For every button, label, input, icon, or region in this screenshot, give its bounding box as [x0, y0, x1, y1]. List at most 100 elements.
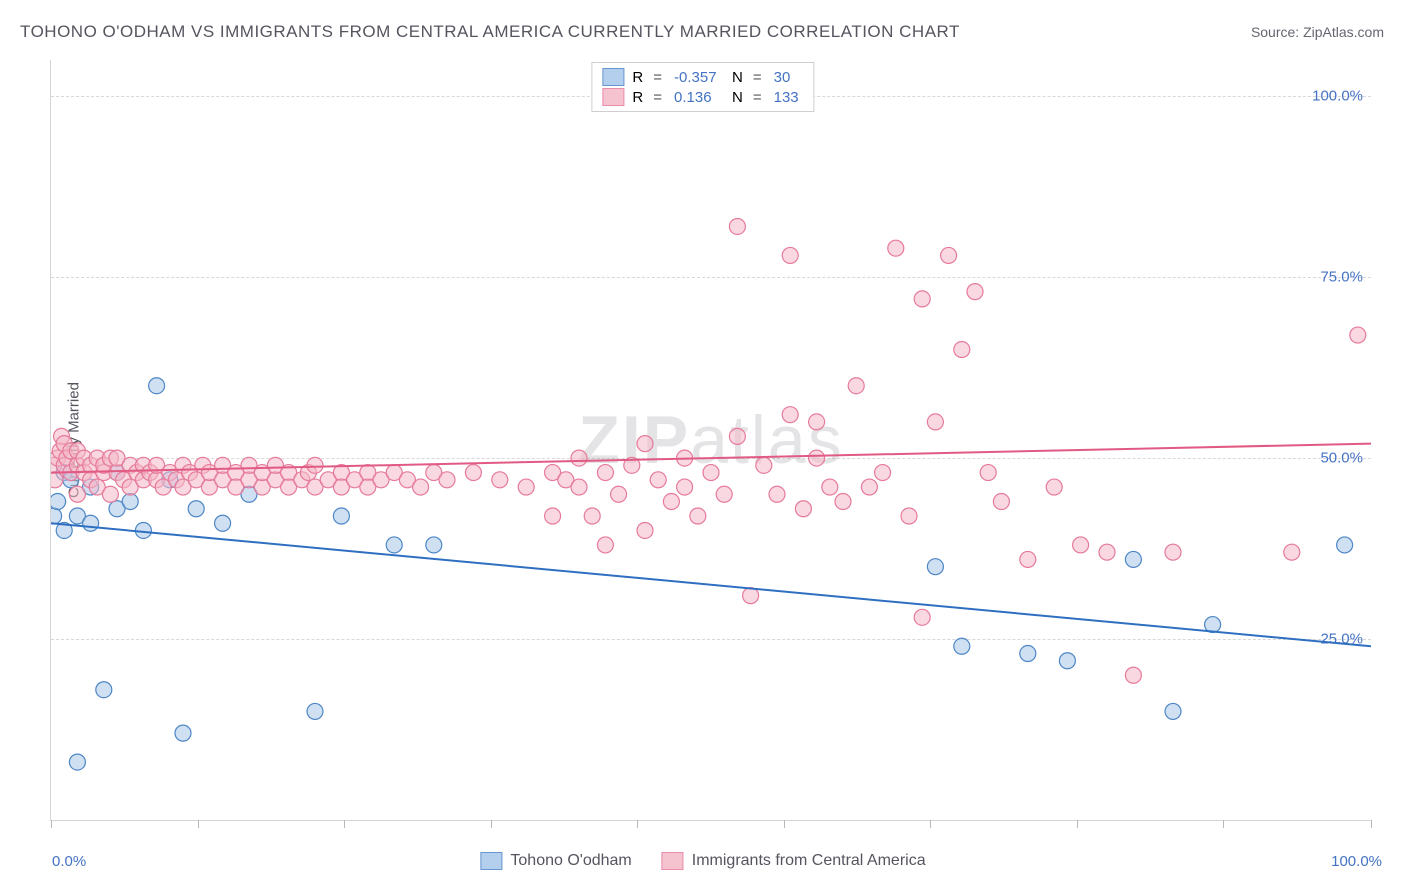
xtick-mark: [198, 820, 199, 828]
data-point-immigrants: [967, 284, 983, 300]
data-point-tohono: [215, 515, 231, 531]
data-point-tohono: [1059, 653, 1075, 669]
data-point-immigrants: [809, 450, 825, 466]
chart-title: TOHONO O'ODHAM VS IMMIGRANTS FROM CENTRA…: [20, 22, 960, 42]
data-point-immigrants: [782, 407, 798, 423]
data-point-tohono: [51, 508, 62, 524]
r-value-1: -0.357: [674, 69, 724, 86]
xtick-right: 100.0%: [1331, 853, 1382, 870]
xtick-mark: [1077, 820, 1078, 828]
data-point-tohono: [426, 537, 442, 553]
data-point-immigrants: [677, 479, 693, 495]
n-value-2: 133: [774, 89, 804, 106]
data-point-immigrants: [1284, 544, 1300, 560]
data-point-immigrants: [756, 457, 772, 473]
data-point-immigrants: [597, 465, 613, 481]
data-point-immigrants: [307, 457, 323, 473]
data-point-immigrants: [993, 494, 1009, 510]
data-point-immigrants: [571, 479, 587, 495]
data-point-tohono: [954, 638, 970, 654]
xtick-mark: [637, 820, 638, 828]
data-point-immigrants: [69, 486, 85, 502]
data-point-immigrants: [901, 508, 917, 524]
data-point-immigrants: [518, 479, 534, 495]
data-point-immigrants: [439, 472, 455, 488]
data-point-immigrants: [650, 472, 666, 488]
data-point-immigrants: [941, 247, 957, 263]
legend-stats-row-2: R = 0.136 N = 133: [602, 87, 803, 107]
n-label: N: [732, 69, 743, 86]
trend-line-tohono: [51, 523, 1371, 646]
data-point-immigrants: [875, 465, 891, 481]
data-point-immigrants: [51, 472, 63, 488]
swatch-series-1: [602, 68, 624, 86]
data-point-immigrants: [861, 479, 877, 495]
data-point-tohono: [1125, 551, 1141, 567]
data-point-tohono: [1165, 703, 1181, 719]
data-point-tohono: [149, 378, 165, 394]
swatch-series-2: [602, 88, 624, 106]
r-label: R: [632, 69, 643, 86]
legend-series: Tohono O'odham Immigrants from Central A…: [480, 852, 925, 870]
data-point-immigrants: [690, 508, 706, 524]
data-point-tohono: [51, 494, 66, 510]
xtick-mark: [51, 820, 52, 828]
legend-stats: R = -0.357 N = 30 R = 0.136 N = 133: [591, 62, 814, 112]
data-point-tohono: [1337, 537, 1353, 553]
data-point-immigrants: [795, 501, 811, 517]
data-point-immigrants: [729, 218, 745, 234]
data-point-immigrants: [545, 508, 561, 524]
data-point-immigrants: [848, 378, 864, 394]
data-point-immigrants: [888, 240, 904, 256]
data-point-tohono: [1020, 646, 1036, 662]
legend-item-1: Tohono O'odham: [480, 852, 631, 870]
data-point-immigrants: [1165, 544, 1181, 560]
data-point-immigrants: [1350, 327, 1366, 343]
data-point-immigrants: [822, 479, 838, 495]
data-point-immigrants: [611, 486, 627, 502]
swatch-series-2b: [662, 852, 684, 870]
data-point-immigrants: [584, 508, 600, 524]
r-value-2: 0.136: [674, 89, 724, 106]
data-point-immigrants: [703, 465, 719, 481]
data-point-immigrants: [729, 428, 745, 444]
data-point-immigrants: [1046, 479, 1062, 495]
data-point-immigrants: [782, 247, 798, 263]
data-point-immigrants: [1099, 544, 1115, 560]
data-point-immigrants: [413, 479, 429, 495]
data-point-tohono: [188, 501, 204, 517]
data-point-immigrants: [927, 414, 943, 430]
data-point-immigrants: [769, 486, 785, 502]
xtick-mark: [1223, 820, 1224, 828]
data-point-immigrants: [980, 465, 996, 481]
eq-sign: =: [653, 69, 662, 86]
data-point-tohono: [122, 494, 138, 510]
data-point-immigrants: [663, 494, 679, 510]
data-point-tohono: [386, 537, 402, 553]
data-point-immigrants: [571, 450, 587, 466]
series-1-label: Tohono O'odham: [510, 852, 631, 870]
series-2-label: Immigrants from Central America: [692, 852, 926, 870]
data-point-tohono: [333, 508, 349, 524]
xtick-left: 0.0%: [52, 853, 86, 870]
legend-stats-row-1: R = -0.357 N = 30: [602, 67, 803, 87]
data-point-immigrants: [465, 465, 481, 481]
plot-area: Currently Married ZIPatlas 25.0%50.0%75.…: [50, 60, 1371, 821]
data-point-tohono: [96, 682, 112, 698]
data-point-immigrants: [102, 486, 118, 502]
data-point-immigrants: [835, 494, 851, 510]
data-point-immigrants: [716, 486, 732, 502]
eq-sign: =: [753, 69, 762, 86]
swatch-series-1b: [480, 852, 502, 870]
source-attribution: Source: ZipAtlas.com: [1251, 24, 1384, 40]
data-point-immigrants: [1073, 537, 1089, 553]
data-point-tohono: [69, 754, 85, 770]
data-point-immigrants: [637, 522, 653, 538]
data-point-immigrants: [809, 414, 825, 430]
data-point-tohono: [175, 725, 191, 741]
data-point-immigrants: [1125, 667, 1141, 683]
data-point-immigrants: [1020, 551, 1036, 567]
xtick-mark: [491, 820, 492, 828]
data-point-immigrants: [743, 588, 759, 604]
data-point-immigrants: [637, 436, 653, 452]
